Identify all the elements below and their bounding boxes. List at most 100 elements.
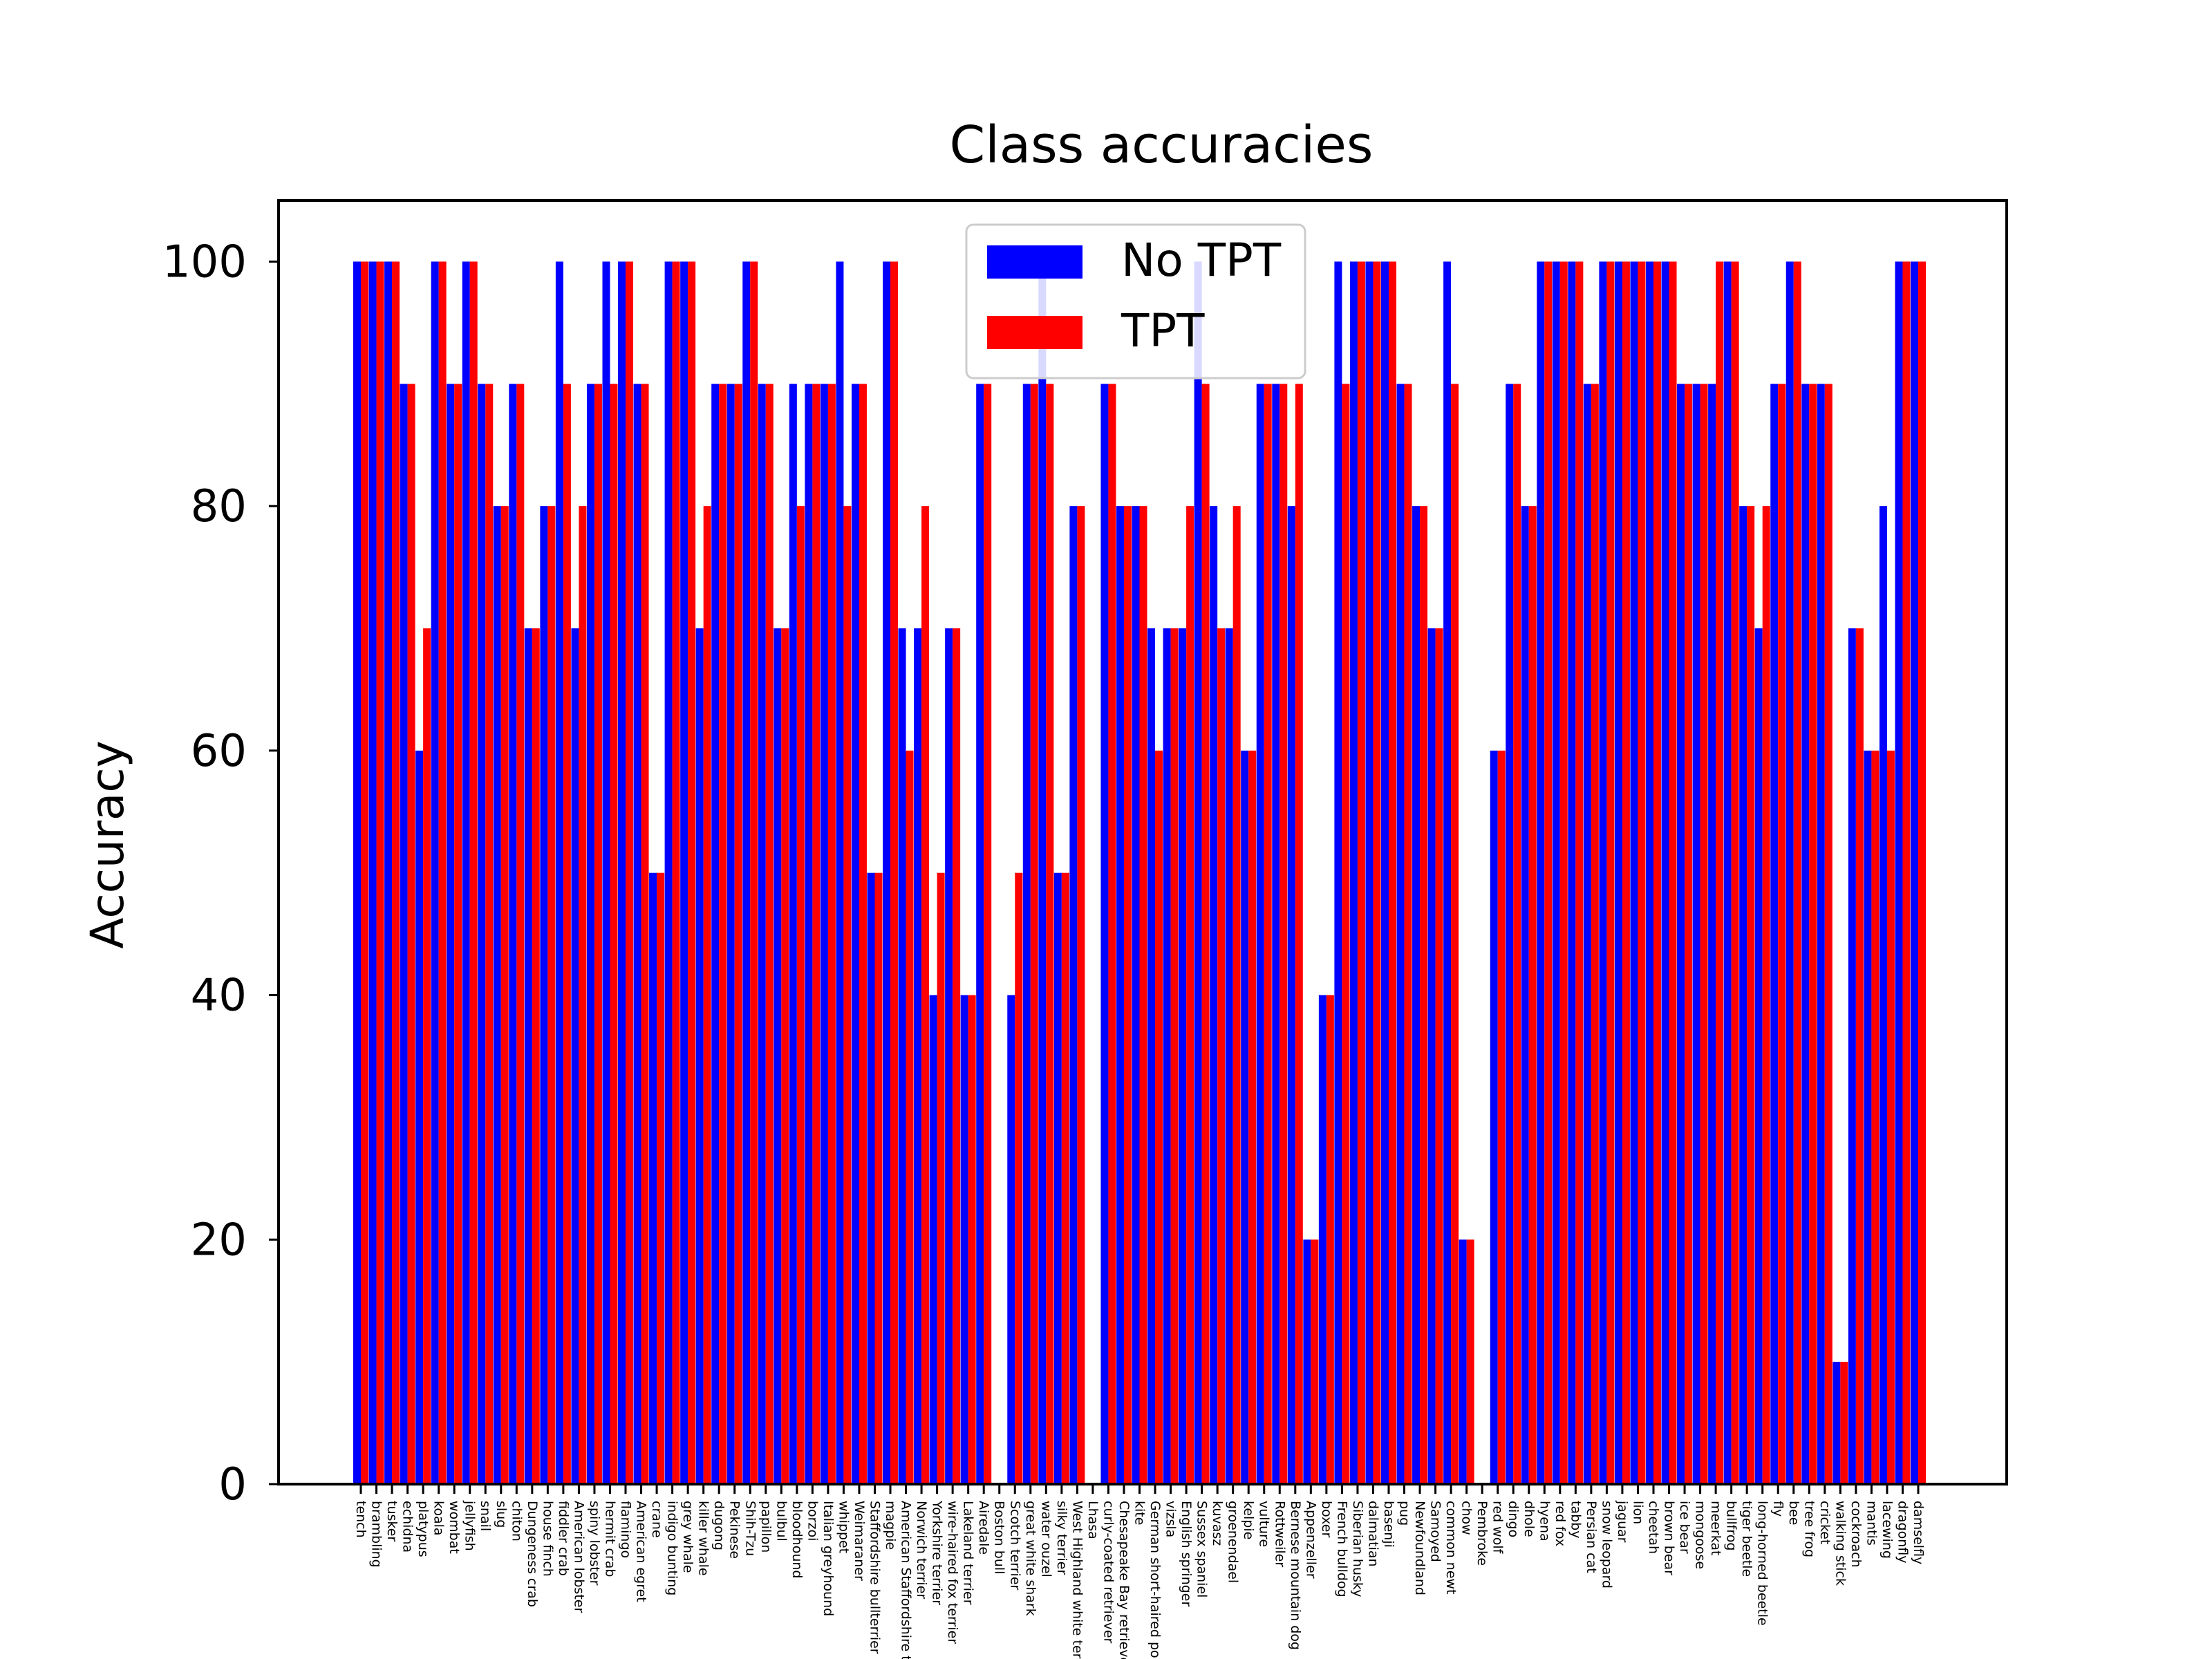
bar-no-tpt [727,384,735,1484]
x-tick-label: fly [1770,1501,1785,1517]
bar-no-tpt [1630,261,1638,1485]
x-tick-label: house finch [540,1501,555,1577]
bar-tpt [1809,384,1817,1484]
x-tick-label: kuvasz [1210,1501,1225,1546]
bar-tpt [1528,506,1537,1484]
bar-tpt [719,384,727,1484]
bar-no-tpt [1911,261,1918,1485]
x-tick-label: bulbul [774,1501,789,1541]
bar-tpt [1497,750,1506,1484]
bar-tpt [734,384,742,1484]
x-tick-label: bloodhound [789,1501,805,1578]
x-tick-label: Staffordshire bullterrier [867,1501,882,1654]
bar-tpt [1855,628,1864,1484]
x-tick-label: Airedale [976,1501,991,1555]
x-tick-label: crane [649,1501,664,1538]
bar-tpt [703,506,711,1484]
bar-tpt [921,506,930,1484]
x-tick-label: jaguar [1615,1500,1630,1543]
bar-tpt [1793,261,1801,1485]
x-tick-label: ice bear [1677,1501,1692,1554]
bar-tpt [859,384,867,1484]
x-tick-label: magpie [883,1501,898,1550]
x-tick-label: lion [1630,1501,1645,1524]
x-axis: tench brambling tusker echidna platypus koala… [353,1484,1926,1659]
x-tick-label: Newfoundland [1412,1501,1427,1595]
bar-tpt [547,506,556,1484]
bar-tpt [1747,506,1755,1484]
x-tick-label: vizsla [1163,1501,1179,1537]
bar-tpt [874,872,883,1484]
bar-tpt [781,628,789,1484]
bar-tpt [485,384,494,1484]
y-tick-label: 40 [191,971,247,1022]
x-tick-label: dalmatian [1365,1501,1380,1567]
bar-tpt [1357,261,1365,1485]
bar-tpt [1139,506,1147,1484]
bar-no-tpt [1194,261,1202,1485]
bar-tpt [376,261,384,1485]
bar-no-tpt [1614,261,1622,1485]
y-tick-label: 80 [191,481,247,532]
legend: No TPT TPT [965,223,1306,379]
bar-no-tpt [1739,506,1747,1484]
bar-tpt [469,261,478,1485]
x-tick-label: bee [1786,1501,1801,1525]
bar-no-tpt [1583,384,1591,1484]
x-tick-label: indigo bunting [665,1501,680,1595]
bar-no-tpt [1879,506,1887,1484]
bar-no-tpt [789,384,797,1484]
bar-no-tpt [1459,1239,1467,1484]
x-tick-label: pug [1397,1501,1412,1526]
x-tick-label: dhole [1521,1501,1537,1537]
bar-tpt [500,506,509,1484]
bar-no-tpt [1677,384,1685,1484]
bar-no-tpt [1287,506,1295,1484]
x-tick-label: snow leopard [1599,1501,1614,1588]
bar-tpt [1061,872,1069,1484]
bar-tpt [1326,995,1334,1484]
y-tick-label: 60 [191,726,247,777]
bar-no-tpt [649,872,657,1484]
bar-no-tpt [836,261,844,1485]
bar-no-tpt [555,261,563,1485]
bar-no-tpt [680,261,688,1485]
bar-no-tpt [540,506,548,1484]
bar-no-tpt [1380,261,1389,1485]
bar-tpt [1280,384,1288,1484]
x-tick-label: tench [353,1501,368,1538]
x-tick-label: Pekinese [727,1501,742,1559]
x-tick-label: Chesapeake Bay retriever [1116,1501,1132,1659]
bar-no-tpt [1785,261,1794,1485]
bar-tpt [796,506,805,1484]
bar-tpt [750,261,758,1485]
y-tick-label: 100 [162,236,247,288]
bar-tpt [1435,628,1443,1484]
x-tick-label: koala [431,1501,447,1536]
bar-tpt [1731,261,1739,1485]
bar-tpt [1575,261,1584,1485]
bar-tpt [1201,384,1210,1484]
bar-no-tpt [368,261,377,1485]
x-tick-label: silky terrier [1054,1501,1069,1575]
bar-no-tpt [1864,750,1872,1484]
bar-tpt [1342,384,1350,1484]
x-tick-label: Yorkshire terrier [930,1500,945,1605]
bar-tpt [1902,261,1911,1485]
x-tick-label: chow [1459,1501,1474,1535]
bar-no-tpt [1568,261,1576,1485]
x-tick-label: Lakeland terrier [961,1501,976,1605]
y-tick-label: 20 [191,1215,247,1266]
bar-tpt [765,384,774,1484]
y-axis-label: Accuracy [81,740,134,948]
bar-no-tpt [1537,261,1545,1485]
x-tick-label: damselfly [1911,1501,1926,1564]
x-tick-label: common newt [1443,1501,1459,1595]
bar-tpt [1123,506,1132,1484]
bar-no-tpt [1506,384,1514,1484]
bar-no-tpt [883,261,891,1485]
bar-no-tpt [1708,384,1716,1484]
bar-no-tpt [509,384,517,1484]
bar-no-tpt [1427,628,1436,1484]
x-tick-label: tree frog [1801,1501,1817,1557]
